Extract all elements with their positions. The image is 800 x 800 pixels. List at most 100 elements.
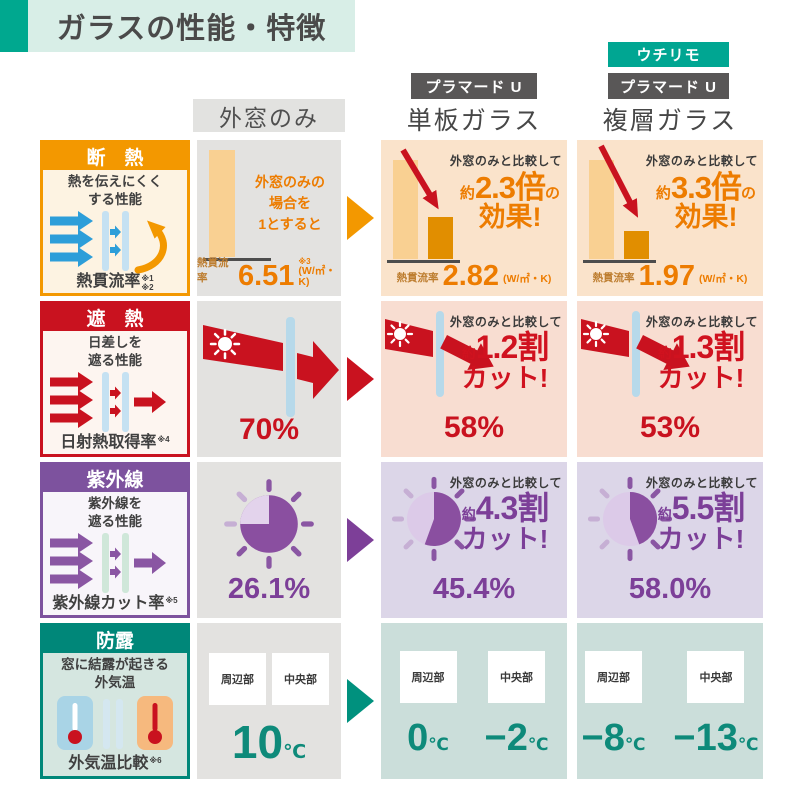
bar-improved — [428, 217, 453, 259]
center-temperature: −2℃ — [485, 719, 549, 757]
row-label-uv: 紫外線 紫外線を 遮る性能 紫外線カット率※5 — [40, 462, 190, 618]
effect-text: 約2.3倍の 効果! — [457, 172, 563, 231]
compare-note: 外窓のみと比較して — [449, 476, 562, 490]
shading-metric-name: 日射熱取得率 — [60, 434, 157, 452]
uv-metric-name: 紫外線カット率 — [52, 595, 165, 613]
down-arrow-icon — [400, 148, 439, 210]
bar-improved — [624, 231, 649, 259]
compare-note: 外窓のみと比較して — [449, 315, 562, 329]
bar-baseline — [387, 260, 460, 263]
temp-value: −13 — [673, 717, 738, 759]
uv-double-value: 58.0% — [628, 573, 712, 605]
cut: カット! — [657, 524, 745, 554]
center-label-box: 中央部 — [272, 653, 329, 705]
metric-unit: (W/㎡・K) — [699, 273, 748, 285]
brand-badge-uchirimo: ウチリモ — [608, 42, 729, 67]
right-arrow-icon — [347, 196, 374, 240]
uv-single-value: 45.4% — [432, 573, 516, 605]
center-label-box: 中央部 — [687, 651, 745, 703]
cell-shading-base: 70% — [197, 301, 341, 457]
shading-label: 遮 熱 — [43, 304, 187, 331]
factor: 3.3倍 — [670, 170, 742, 205]
shading-base-value: 70% — [238, 413, 300, 446]
insulation-description: 熱を伝えにくく する性能 — [67, 174, 163, 207]
condensation-description: 窓に結露が起きる 外気温 — [61, 657, 169, 690]
brand-badge-double: プラマード U — [608, 73, 729, 99]
right-arrow-icon — [347, 679, 374, 723]
sun-arrow-icon — [385, 311, 494, 397]
amount: 1.2割 — [475, 329, 549, 365]
edge-label-box: 周辺部 — [399, 651, 457, 703]
shading-description: 日差しを 遮る性能 — [88, 335, 142, 368]
sun-pie-icon — [391, 476, 477, 562]
particle: の — [545, 185, 561, 202]
column-header-double: 複層ガラス — [602, 107, 738, 135]
approx: 約 — [657, 506, 672, 522]
cell-insulation-base: 外窓のみの 場合を 1とすると 熱貫流率 6.51 ※3 (W/㎡・K) — [197, 140, 341, 296]
cut: カット! — [657, 363, 745, 393]
bar-baseline — [583, 260, 656, 263]
cell-uv-base: 26.1% — [197, 462, 341, 618]
column-header-single: 単板ガラス — [406, 107, 542, 135]
approx: 約 — [655, 185, 671, 202]
cell-condensation-double: 周辺部 −8℃ 中央部 −13℃ — [577, 623, 763, 779]
bar-baseline — [203, 258, 271, 261]
metric-note: ※3 — [298, 257, 311, 266]
insulation-metric-notes: ※1 ※2 — [141, 274, 154, 293]
metric-value: 1.97 — [638, 260, 696, 293]
cut-text: 約1.2割 カット! — [449, 331, 561, 391]
approx: 約 — [461, 506, 476, 522]
metric-unit: (W/㎡・K) — [298, 265, 336, 288]
metric-name: 熱貫流率 — [197, 257, 229, 284]
column-header-base: 外窓のみ — [193, 99, 345, 132]
temp-unit: ℃ — [737, 735, 759, 754]
bar-base — [589, 160, 614, 259]
compare-note: 外窓のみと比較して — [449, 154, 562, 168]
amount: 5.5割 — [671, 490, 745, 526]
cut-text: 約4.3割 カット! — [449, 492, 561, 552]
temp-value: 10 — [231, 716, 284, 768]
cell-uv-single: 外窓のみと比較して 約4.3割 カット! 45.4% — [381, 462, 567, 618]
row-label-shading: 遮 熱 日差しを 遮る性能 日射熱取得率※4 — [40, 301, 190, 457]
edge-label-box: 周辺部 — [209, 653, 266, 705]
sun-arrow-icon — [581, 311, 690, 397]
page-title: ガラスの性能・特徴 — [56, 13, 327, 45]
temp-unit: ℃ — [624, 735, 646, 754]
center-label-box: 中央部 — [487, 651, 545, 703]
thermometer-icon — [57, 695, 173, 750]
sun-arrow-icon — [203, 317, 339, 417]
factor: 2.3倍 — [474, 170, 546, 205]
sun-pie-icon — [224, 479, 314, 569]
metric-value: 6.51 — [237, 260, 295, 293]
cell-insulation-double: 外窓のみと比較して 約3.3倍の 効果! 熱貫流率 1.97 (W/㎡・K) — [577, 140, 763, 296]
insulation-label: 断 熱 — [43, 143, 187, 170]
compare-note: 外窓のみと比較して — [645, 154, 758, 168]
particle: の — [741, 185, 757, 202]
approx: 約 — [461, 345, 476, 361]
cell-condensation-single: 周辺部 0 ℃ 中央部 −2℃ — [381, 623, 567, 779]
sun-pie-icon — [587, 476, 673, 562]
temp-value: −8 — [581, 717, 625, 759]
cell-insulation-single: 外窓のみと比較して 約2.3倍の 効果! 熱貫流率 2.82 (W/㎡・K) — [381, 140, 567, 296]
uv-block-icon — [50, 533, 166, 594]
compare-note: 外窓のみと比較して — [645, 315, 758, 329]
condensation-metric-notes: ※6 — [149, 756, 162, 765]
title-accent-square — [0, 0, 28, 52]
shading-double-value: 53% — [639, 411, 701, 444]
temp-value: 0 — [407, 717, 429, 759]
row-label-insulation: 断 熱 熱を伝えにくく する性能 熱貫流率※1 ※2 — [40, 140, 190, 296]
metric-name: 熱貫流率 — [592, 272, 635, 284]
right-arrow-icon — [347, 518, 374, 562]
temp-unit: ℃ — [527, 735, 549, 754]
approx: 約 — [459, 185, 475, 202]
cut-text: 約5.5割 カット! — [645, 492, 757, 552]
condensation-label: 防露 — [43, 626, 187, 653]
effect-text: 約3.3倍の 効果! — [653, 172, 759, 231]
effect: 効果! — [478, 202, 542, 232]
bar-base — [209, 150, 235, 257]
cell-uv-double: 外窓のみと比較して 約5.5割 カット! 58.0% — [577, 462, 763, 618]
row-label-condensation: 防露 窓に結露が起きる 外気温 外気温比較※6 — [40, 623, 190, 779]
base-annotation: 外窓のみの 場合を 1とすると — [255, 174, 325, 232]
cut-text: 約1.3割 カット! — [645, 331, 757, 391]
cell-shading-single: 外窓のみと比較して 約1.2割 カット! 58% — [381, 301, 567, 457]
